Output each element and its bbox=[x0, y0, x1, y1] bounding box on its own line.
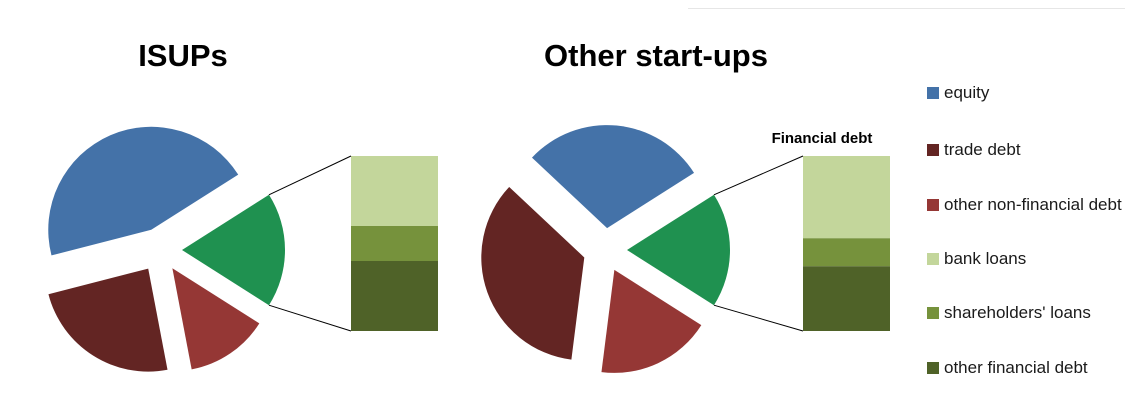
breakdown-bar-isups-bank-loans bbox=[351, 156, 438, 226]
pie-slice-other-start-ups-other-non-financial-debt bbox=[601, 269, 702, 373]
connector-bottom-isups bbox=[268, 304, 352, 332]
legend-label: other financial debt bbox=[944, 358, 1088, 377]
legend-label: shareholders' loans bbox=[944, 303, 1091, 322]
legend-swatch bbox=[927, 144, 939, 156]
pie-slice-isups-equity bbox=[48, 126, 239, 256]
pie-slice-isups-other-non-financial-debt bbox=[172, 268, 260, 370]
pie-slice-isups-trade-debt bbox=[48, 268, 168, 372]
pie-slice-other-start-ups-financial-debt bbox=[627, 194, 730, 306]
legend-swatch bbox=[927, 87, 939, 99]
connector-bottom-other-start-ups bbox=[713, 304, 804, 332]
legend-item-equity: equity bbox=[927, 82, 1125, 104]
breakdown-bar-isups-shareholders-loans bbox=[351, 226, 438, 261]
legend-swatch bbox=[927, 307, 939, 319]
breakdown-bar-other-start-ups-other-financial-debt bbox=[803, 266, 890, 331]
connector-top-isups bbox=[268, 155, 352, 196]
legend-label: other non-financial debt bbox=[944, 195, 1122, 214]
breakdown-bar-other-start-ups-shareholders-loans bbox=[803, 238, 890, 267]
breakdown-title-other-start-ups: Financial debt bbox=[772, 130, 873, 147]
top-divider-line bbox=[688, 8, 1125, 9]
legend-item-other-non-financial-debt: other non-financial debt bbox=[927, 194, 1125, 216]
legend-swatch bbox=[927, 253, 939, 265]
chart-title-other-start-ups: Other start-ups bbox=[544, 38, 768, 73]
pie-slice-other-start-ups-trade-debt bbox=[481, 186, 585, 360]
connector-top-other-start-ups bbox=[713, 155, 804, 196]
breakdown-bar-isups-other-financial-debt bbox=[351, 261, 438, 331]
legend-item-other-financial-debt: other financial debt bbox=[927, 357, 1125, 379]
legend-item-bank-loans: bank loans bbox=[927, 248, 1125, 270]
legend-label: trade debt bbox=[944, 140, 1021, 159]
legend-label: bank loans bbox=[944, 249, 1027, 268]
pie-slice-isups-financial-debt bbox=[182, 194, 285, 306]
legend-label: equity bbox=[944, 83, 990, 102]
legend-swatch bbox=[927, 362, 939, 374]
pie-slice-other-start-ups-equity bbox=[531, 125, 695, 229]
chart-title-isups: ISUPs bbox=[138, 38, 228, 73]
legend-item-trade-debt: trade debt bbox=[927, 139, 1125, 161]
breakdown-bar-other-start-ups-bank-loans bbox=[803, 156, 890, 239]
legend-swatch bbox=[927, 199, 939, 211]
legend-item-shareholders-loans: shareholders' loans bbox=[927, 302, 1125, 324]
